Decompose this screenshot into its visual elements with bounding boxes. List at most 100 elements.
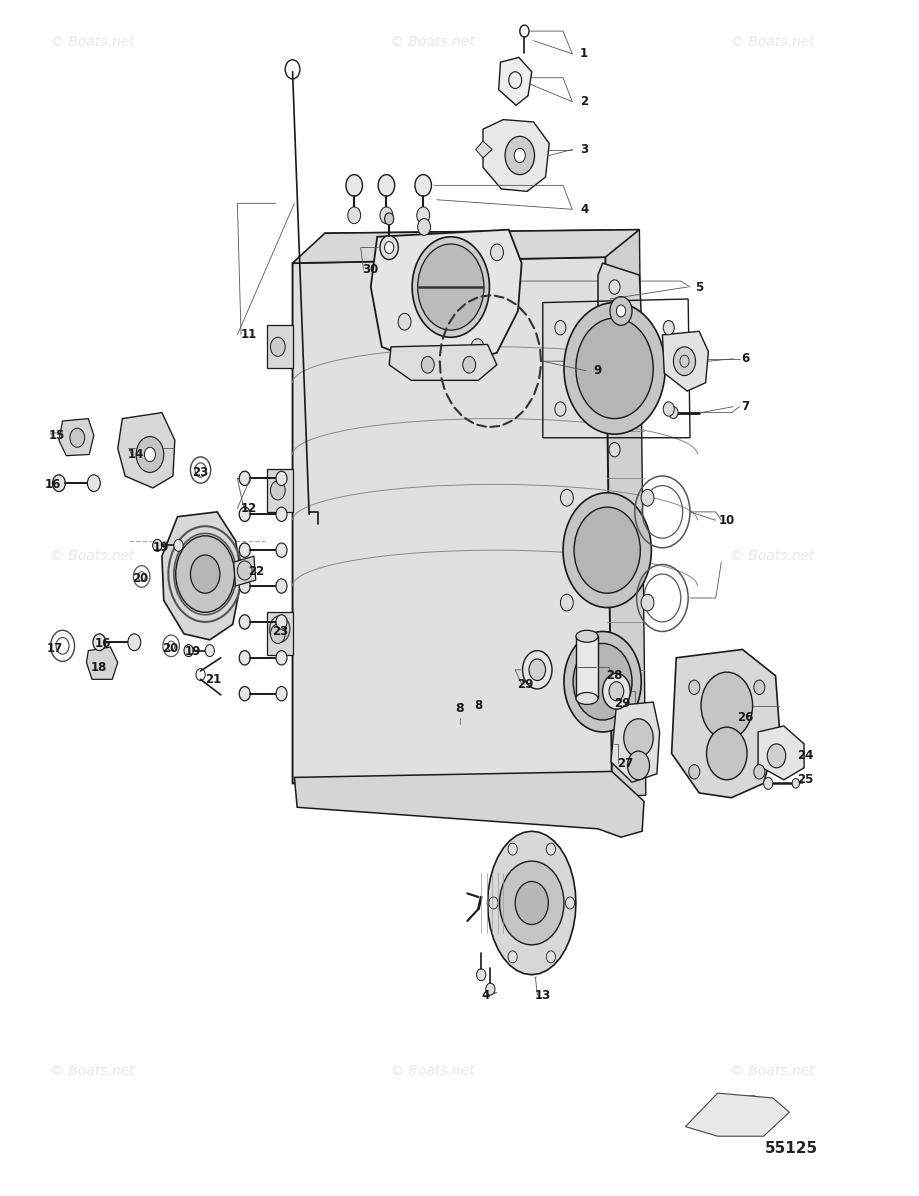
Circle shape — [560, 489, 573, 506]
Circle shape — [276, 651, 287, 665]
Circle shape — [663, 321, 674, 335]
Circle shape — [641, 489, 653, 506]
Ellipse shape — [575, 630, 597, 642]
Circle shape — [380, 207, 392, 224]
Circle shape — [688, 681, 699, 695]
Text: 16: 16 — [45, 478, 62, 490]
Circle shape — [623, 719, 652, 757]
Circle shape — [562, 493, 651, 608]
Circle shape — [668, 407, 677, 419]
Circle shape — [488, 897, 497, 909]
Text: 24: 24 — [796, 750, 812, 762]
Bar — [267, 612, 292, 655]
Circle shape — [270, 481, 285, 500]
Text: © Boats.net: © Boats.net — [50, 549, 134, 563]
Text: 30: 30 — [361, 263, 378, 275]
Circle shape — [276, 507, 287, 521]
Circle shape — [384, 213, 393, 225]
Circle shape — [205, 645, 214, 657]
Circle shape — [507, 843, 516, 855]
Circle shape — [239, 687, 250, 701]
Circle shape — [128, 634, 141, 651]
Circle shape — [276, 471, 287, 486]
Text: 4: 4 — [580, 203, 587, 215]
Circle shape — [417, 244, 483, 330]
Circle shape — [416, 207, 429, 224]
Text: 19: 19 — [153, 542, 169, 554]
Circle shape — [239, 507, 250, 521]
Polygon shape — [86, 647, 118, 679]
Polygon shape — [662, 331, 708, 391]
Circle shape — [499, 861, 563, 945]
Circle shape — [93, 634, 106, 651]
Circle shape — [688, 764, 699, 779]
Text: 20: 20 — [162, 642, 178, 654]
Text: 19: 19 — [185, 646, 201, 658]
Circle shape — [763, 777, 772, 789]
Circle shape — [706, 727, 746, 780]
Circle shape — [421, 356, 434, 373]
Bar — [267, 325, 292, 368]
Polygon shape — [685, 1093, 789, 1136]
Circle shape — [398, 313, 411, 330]
Circle shape — [515, 881, 548, 925]
Circle shape — [609, 297, 631, 325]
Circle shape — [412, 237, 489, 337]
Text: 26: 26 — [736, 712, 753, 724]
Circle shape — [766, 744, 785, 768]
Text: © Boats.net: © Boats.net — [730, 549, 814, 563]
Polygon shape — [482, 120, 549, 191]
Polygon shape — [597, 263, 641, 359]
Circle shape — [575, 318, 652, 419]
Text: 8: 8 — [455, 702, 464, 714]
Circle shape — [700, 672, 752, 739]
Text: 29: 29 — [516, 678, 533, 690]
Text: 10: 10 — [718, 514, 734, 526]
Circle shape — [136, 437, 164, 472]
Polygon shape — [610, 702, 659, 782]
Circle shape — [663, 402, 674, 416]
Circle shape — [347, 207, 360, 224]
Polygon shape — [475, 141, 492, 158]
Circle shape — [414, 175, 431, 196]
Circle shape — [753, 681, 764, 695]
Text: © Boats.net: © Boats.net — [50, 1063, 134, 1078]
Polygon shape — [389, 344, 496, 380]
Circle shape — [237, 561, 252, 580]
Circle shape — [270, 624, 285, 643]
Text: 8: 8 — [474, 700, 482, 712]
Text: 3: 3 — [580, 144, 587, 155]
Circle shape — [522, 651, 551, 689]
Circle shape — [490, 244, 503, 261]
Circle shape — [563, 303, 664, 434]
Circle shape — [52, 475, 65, 492]
Text: © Boats.net: © Boats.net — [293, 349, 405, 368]
Circle shape — [174, 539, 183, 551]
Circle shape — [505, 136, 534, 175]
Text: 28: 28 — [606, 670, 622, 682]
Text: 1: 1 — [580, 48, 587, 60]
Text: 14: 14 — [128, 448, 144, 460]
Text: © Boats.net: © Boats.net — [390, 1063, 474, 1078]
Text: 9: 9 — [594, 365, 601, 377]
Circle shape — [239, 579, 250, 593]
Circle shape — [485, 983, 494, 995]
Text: 27: 27 — [617, 757, 633, 769]
Circle shape — [153, 539, 162, 551]
Text: © Boats.net: © Boats.net — [50, 35, 134, 49]
Text: 23: 23 — [192, 466, 209, 478]
Ellipse shape — [575, 692, 597, 704]
Circle shape — [176, 536, 234, 612]
Circle shape — [276, 543, 287, 557]
Polygon shape — [59, 419, 94, 456]
Circle shape — [554, 402, 565, 416]
Circle shape — [462, 356, 475, 373]
Text: 2: 2 — [580, 96, 587, 108]
Circle shape — [378, 175, 394, 196]
Circle shape — [276, 615, 287, 629]
Polygon shape — [162, 512, 242, 640]
Polygon shape — [292, 230, 639, 263]
Circle shape — [554, 321, 565, 335]
Text: 18: 18 — [91, 661, 108, 673]
Bar — [267, 469, 292, 512]
